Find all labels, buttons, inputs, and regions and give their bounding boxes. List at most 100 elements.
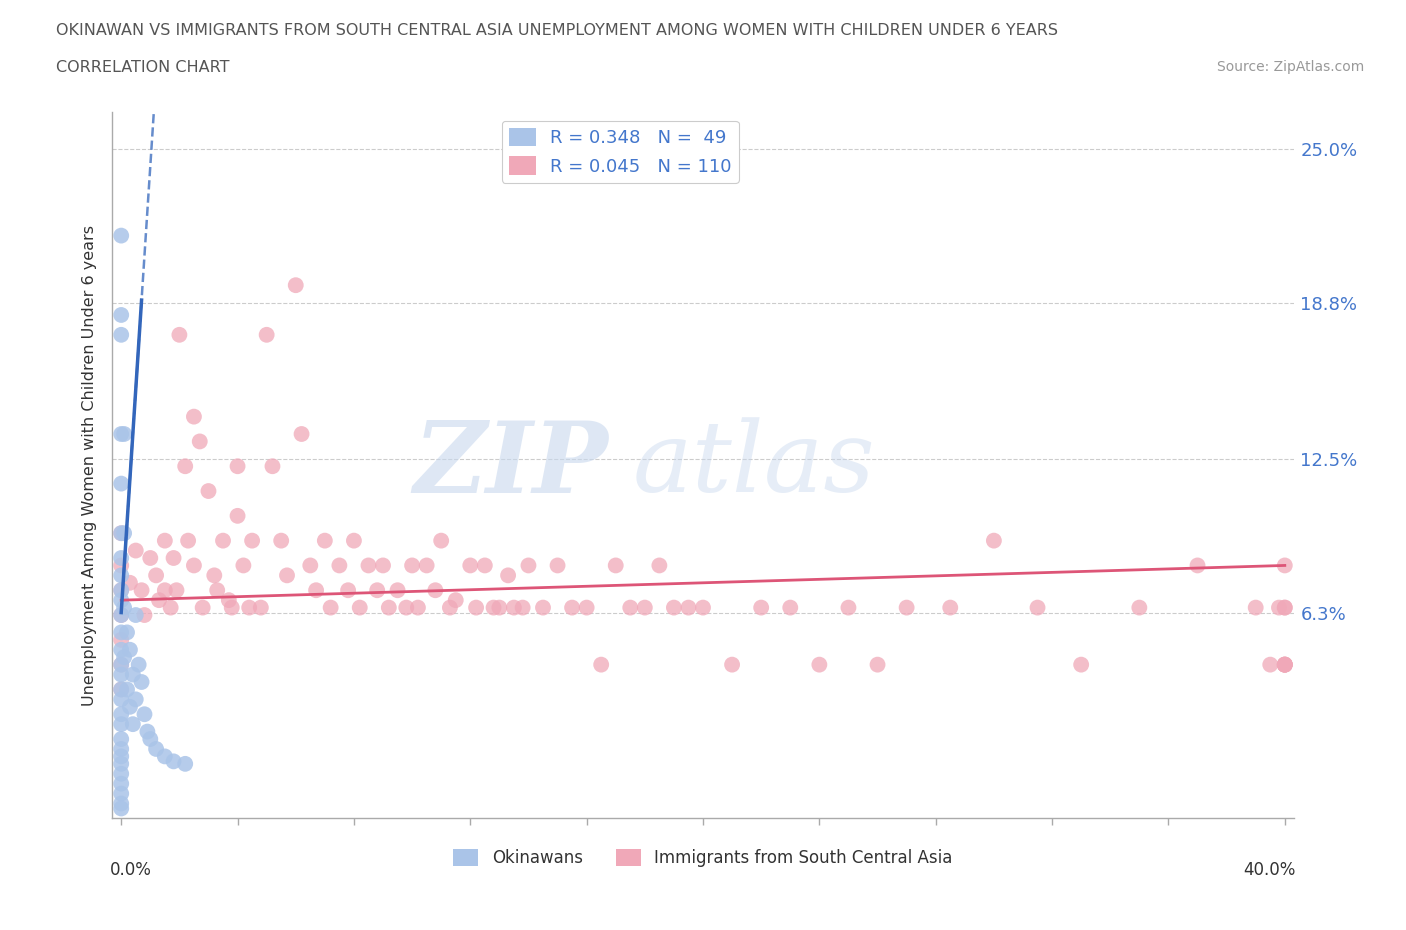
Point [648,558,671,573]
Point [110,583,132,598]
Point [125,543,148,558]
Point [110,583,132,598]
Point [110,558,132,573]
Point [1258,658,1281,672]
Point [110,658,132,672]
Point [343,533,366,548]
Point [197,484,219,498]
Point [110,327,132,342]
Point [465,600,488,615]
Point [439,600,461,615]
Point [110,692,132,707]
Point [605,558,627,573]
Point [387,583,409,598]
Point [262,458,284,473]
Point [115,682,138,697]
Point [226,458,249,473]
Point [110,749,132,764]
Point [112,600,135,615]
Point [183,558,205,573]
Point [110,427,132,442]
Point [118,699,141,714]
Point [174,458,197,473]
Point [496,568,519,583]
Legend: Okinawans, Immigrants from South Central Asia: Okinawans, Immigrants from South Central… [447,843,959,873]
Point [808,658,831,672]
Point [110,667,132,682]
Point [1274,600,1296,615]
Point [983,533,1005,548]
Point [837,600,859,615]
Point [110,525,132,540]
Point [110,551,132,565]
Point [145,741,167,756]
Point [444,592,467,607]
Point [125,692,148,707]
Point [162,754,184,769]
Point [128,658,150,672]
Point [226,509,249,524]
Point [110,796,132,811]
Point [357,558,380,573]
Point [378,600,401,615]
Point [110,707,132,722]
Point [1274,600,1296,615]
Point [575,600,598,615]
Point [121,717,143,732]
Point [531,600,554,615]
Point [202,568,225,583]
Point [721,658,744,672]
Point [503,600,526,615]
Point [205,583,228,598]
Point [121,667,143,682]
Point [290,427,312,442]
Point [110,786,132,801]
Point [401,558,423,573]
Point [488,600,510,615]
Point [131,674,153,689]
Point [110,607,132,622]
Point [458,558,481,573]
Text: 0.0%: 0.0% [110,861,152,879]
Point [166,583,188,598]
Point [692,600,714,615]
Point [1128,600,1150,615]
Point [183,409,205,424]
Point [305,583,328,598]
Point [371,558,394,573]
Text: CORRELATION CHART: CORRELATION CHART [56,60,229,75]
Point [406,600,429,615]
Point [118,643,141,658]
Point [284,278,307,293]
Point [561,600,583,615]
Point [896,600,918,615]
Point [110,682,132,697]
Point [1274,658,1296,672]
Point [115,625,138,640]
Point [634,600,657,615]
Point [1274,558,1296,573]
Point [749,600,772,615]
Point [174,756,197,771]
Point [1274,658,1296,672]
Point [169,327,191,342]
Point [1274,658,1296,672]
Point [591,658,613,672]
Point [110,658,132,672]
Text: 40.0%: 40.0% [1243,861,1296,879]
Point [112,525,135,540]
Text: ZIP: ZIP [413,417,609,513]
Point [110,308,132,323]
Point [256,327,278,342]
Point [366,583,388,598]
Point [425,583,447,598]
Point [678,600,700,615]
Point [191,600,214,615]
Point [328,558,350,573]
Point [240,533,263,548]
Point [1268,600,1291,615]
Text: atlas: atlas [633,418,875,512]
Point [218,592,240,607]
Point [212,533,235,548]
Y-axis label: Unemployment Among Women with Children Under 6 years: Unemployment Among Women with Children U… [82,224,97,706]
